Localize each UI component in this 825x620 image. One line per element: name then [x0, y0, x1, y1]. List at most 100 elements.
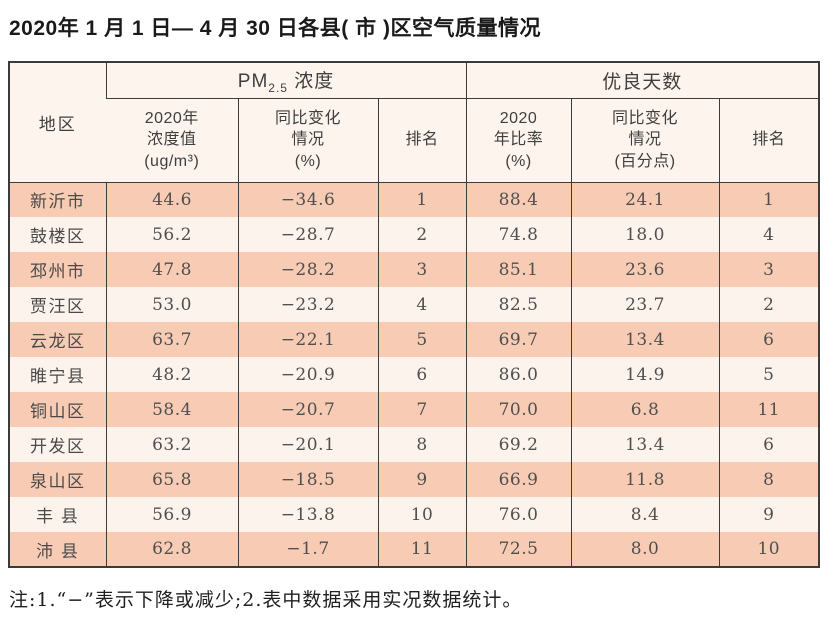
good-rank-cell: 9: [718, 497, 820, 532]
good-rate-cell: 82.5: [465, 287, 572, 322]
good-rank-cell: 3: [718, 252, 820, 287]
table-row: 丰 县 56.9 −13.8 10 76.0 8.4 9: [9, 497, 820, 532]
good-change-cell: 6.8: [570, 392, 720, 427]
col-header-good-rate: 2020 年比率 (%): [465, 98, 572, 183]
good-rate-cell: 76.0: [465, 497, 572, 532]
table-row: 铜山区 58.4 −20.7 7 70.0 6.8 11: [9, 392, 820, 427]
region-cell: 睢宁县: [9, 357, 106, 392]
pm-change-cell: −20.7: [237, 392, 378, 427]
region-cell: 泉山区: [9, 462, 106, 497]
page-title: 2020年 1 月 1 日— 4 月 30 日各县( 市 )区空气质量情况: [9, 17, 541, 40]
good-rate-cell: 85.1: [465, 252, 572, 287]
pm-change-cell: −34.6: [237, 182, 378, 217]
pm-rank-cell: 10: [377, 497, 467, 532]
table-row: 泉山区 65.8 −18.5 9 66.9 11.8 8: [9, 462, 820, 497]
good-rank-cell: 2: [718, 287, 820, 322]
pm-change-cell: −22.1: [237, 322, 378, 357]
pm-rank-cell: 1: [377, 182, 467, 217]
col-group-good-days: 优良天数: [465, 62, 820, 99]
region-cell: 开发区: [9, 427, 106, 462]
good-change-cell: 14.9: [570, 357, 720, 392]
region-cell: 鼓楼区: [9, 217, 106, 252]
pm-rank-cell: 6: [377, 357, 467, 392]
pm25-label-prefix: PM: [237, 70, 269, 92]
col-header-good-rank: 排名: [718, 98, 820, 183]
col-header-pm-change: 同比变化 情况 (%): [237, 98, 378, 183]
good-rank-cell: 10: [718, 532, 820, 567]
good-change-cell: 11.8: [570, 462, 720, 497]
region-cell: 铜山区: [9, 392, 106, 427]
good-rate-cell: 88.4: [465, 182, 572, 217]
good-change-cell: 13.4: [570, 427, 720, 462]
pm-rank-cell: 2: [377, 217, 467, 252]
pm-change-cell: −28.7: [237, 217, 378, 252]
region-cell: 云龙区: [9, 322, 106, 357]
good-rank-cell: 8: [718, 462, 820, 497]
pm-rank-cell: 4: [377, 287, 467, 322]
good-rate-cell: 72.5: [465, 532, 572, 567]
table-row: 鼓楼区 56.2 −28.7 2 74.8 18.0 4: [9, 217, 820, 252]
pm-value-cell: 63.2: [105, 427, 238, 462]
col-header-pm-value: 2020年 浓度值 (ug/m³): [106, 98, 238, 183]
pm-change-cell: −23.2: [237, 287, 378, 322]
good-change-cell: 18.0: [570, 217, 720, 252]
pm-value-cell: 48.2: [105, 357, 238, 392]
table-row: 贾汪区 53.0 −23.2 4 82.5 23.7 2: [9, 287, 820, 322]
pm-rank-cell: 11: [377, 532, 467, 567]
good-rank-cell: 4: [718, 217, 820, 252]
good-rate-cell: 66.9: [465, 462, 572, 497]
good-change-cell: 23.7: [570, 287, 720, 322]
region-cell: 新沂市: [9, 182, 106, 217]
good-rank-cell: 11: [718, 392, 820, 427]
pm-rank-cell: 8: [377, 427, 467, 462]
good-change-cell: 8.0: [570, 532, 720, 567]
pm25-label-subscript: 2.5: [268, 80, 288, 95]
table-row: 新沂市 44.6 −34.6 1 88.4 24.1 1: [9, 182, 820, 217]
good-change-cell: 8.4: [570, 497, 720, 532]
pm-value-cell: 56.2: [105, 217, 238, 252]
good-rate-cell: 69.7: [465, 322, 572, 357]
pm-value-cell: 65.8: [105, 462, 238, 497]
pm-value-cell: 58.4: [105, 392, 238, 427]
table-group-header-row: 地区 PM2.5 浓度 优良天数: [9, 62, 820, 183]
pm-rank-cell: 5: [377, 322, 467, 357]
table-row: 沛 县 62.8 −1.7 11 72.5 8.0 10: [9, 532, 820, 567]
good-rate-cell: 69.2: [465, 427, 572, 462]
good-rank-cell: 5: [718, 357, 820, 392]
region-cell: 沛 县: [9, 532, 106, 567]
air-quality-table: 地区 PM2.5 浓度 优良天数 2020年 浓度值 (ug/m³) 同比变化 …: [8, 61, 821, 568]
col-header-pm-rank: 排名: [377, 98, 467, 183]
pm-value-cell: 56.9: [105, 497, 238, 532]
pm-change-cell: −20.9: [237, 357, 378, 392]
good-rank-cell: 6: [718, 427, 820, 462]
good-rank-cell: 6: [718, 322, 820, 357]
pm-change-cell: −13.8: [237, 497, 378, 532]
region-cell: 丰 县: [9, 497, 106, 532]
col-group-pm25: PM2.5 浓度: [105, 62, 467, 99]
footnote: 注:1.“−”表示下降或减少;2.表中数据采用实况数据统计。: [9, 589, 523, 611]
pm-change-cell: −20.1: [237, 427, 378, 462]
col-header-good-change: 同比变化 情况 (百分点): [570, 98, 720, 183]
pm-rank-cell: 7: [377, 392, 467, 427]
good-rank-cell: 1: [718, 182, 820, 217]
good-rate-cell: 70.0: [465, 392, 572, 427]
pm-change-cell: −18.5: [237, 462, 378, 497]
region-cell: 贾汪区: [9, 287, 106, 322]
pm-value-cell: 44.6: [105, 182, 238, 217]
pm-rank-cell: 9: [377, 462, 467, 497]
good-rate-cell: 74.8: [465, 217, 572, 252]
pm-value-cell: 53.0: [105, 287, 238, 322]
pm-rank-cell: 3: [377, 252, 467, 287]
col-header-region: 地区: [9, 62, 106, 183]
table-sub-header-row: 2020年 浓度值 (ug/m³) 同比变化 情况 (%) 排名 2020 年比…: [9, 98, 820, 183]
table-row: 开发区 63.2 −20.1 8 69.2 13.4 6: [9, 427, 820, 462]
pm-value-cell: 47.8: [105, 252, 238, 287]
good-change-cell: 23.6: [570, 252, 720, 287]
pm25-label-suffix: 浓度: [287, 70, 335, 92]
pm-value-cell: 62.8: [105, 532, 238, 567]
pm-value-cell: 63.7: [105, 322, 238, 357]
table-row: 邳州市 47.8 −28.2 3 85.1 23.6 3: [9, 252, 820, 287]
good-change-cell: 24.1: [570, 182, 720, 217]
pm-change-cell: −1.7: [237, 532, 378, 567]
